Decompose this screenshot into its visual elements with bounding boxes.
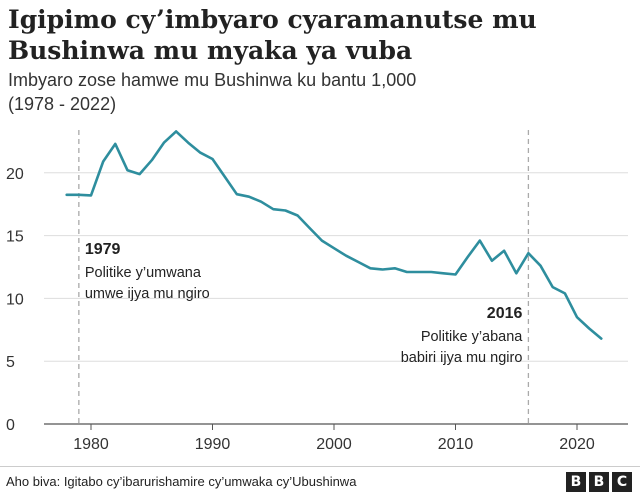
bbc-logo-letter: B bbox=[566, 472, 586, 492]
chart-subtitle: Imbyaro zose hamwe mu Bushinwa ku bantu … bbox=[8, 68, 628, 116]
bbc-logo-letter: B bbox=[589, 472, 609, 492]
line-chart: 0 5 10 15 20 1980 1990 2000 2010 2020 1979 Politike… bbox=[6, 130, 628, 453]
annotation-text-line: Politike y’abana bbox=[421, 329, 523, 345]
series-line-birth-rate bbox=[65, 130, 603, 340]
footer-divider bbox=[0, 466, 640, 467]
annotation-text-line: umwe ijya mu ngiro bbox=[85, 286, 210, 302]
x-tick-label: 1990 bbox=[195, 436, 231, 453]
chart-title-line: Bushinwa mu myaka ya vuba bbox=[8, 36, 413, 65]
x-tick-label: 2010 bbox=[438, 436, 474, 453]
annotation-year-label: 2016 bbox=[487, 305, 523, 322]
annotation-text-line: babiri ijya mu ngiro bbox=[401, 350, 523, 366]
source-note: Aho biva: Igitabo cy’ibarurishamire cy’u… bbox=[6, 474, 357, 489]
annotation-year-label: 1979 bbox=[85, 241, 121, 258]
y-tick-label: 20 bbox=[6, 166, 24, 183]
x-tick-label: 1980 bbox=[73, 436, 109, 453]
x-tick-label: 2000 bbox=[316, 436, 352, 453]
y-tick-label: 15 bbox=[6, 229, 24, 246]
chart-title-line: Igipimo cy’imbyaro cyaramanutse mu bbox=[8, 5, 537, 34]
y-tick-label: 0 bbox=[6, 417, 15, 434]
chart-subtitle-line: Imbyaro zose hamwe mu Bushinwa ku bantu … bbox=[8, 70, 417, 90]
chart-subtitle-line: (1978 - 2022) bbox=[8, 94, 117, 114]
bbc-logo: B B C bbox=[566, 472, 632, 492]
x-tick-label: 2020 bbox=[559, 436, 595, 453]
y-tick-label: 5 bbox=[6, 354, 15, 371]
bbc-logo-letter: C bbox=[612, 472, 632, 492]
y-tick-label: 10 bbox=[6, 291, 24, 308]
chart-title: Igipimo cy’imbyaro cyaramanutse mu Bushi… bbox=[8, 4, 628, 66]
annotation-text-line: Politike y’umwana bbox=[85, 265, 202, 281]
